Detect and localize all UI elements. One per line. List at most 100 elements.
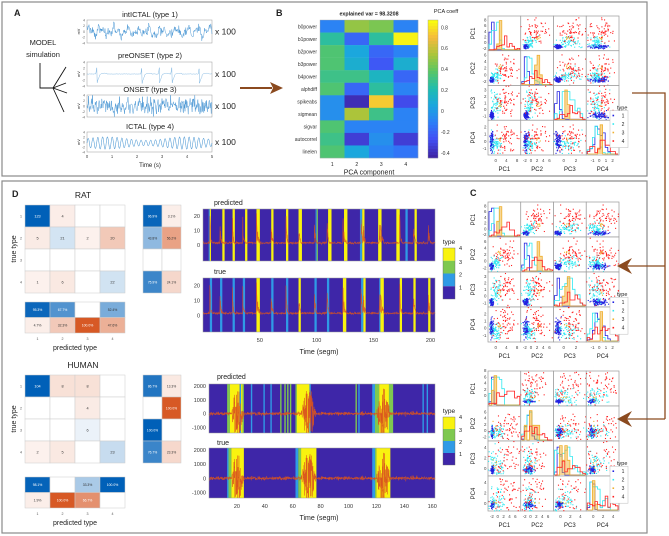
point-type-4 (603, 279, 605, 281)
point-type-2 (496, 101, 498, 103)
point-type-2 (592, 226, 594, 228)
point-type-1 (489, 326, 492, 328)
point-type-2 (601, 233, 603, 235)
point-type-2 (528, 284, 530, 286)
point-type-4 (605, 219, 607, 222)
point-type-2 (496, 267, 498, 269)
point-type-2 (528, 129, 530, 131)
point-type-1 (554, 45, 556, 47)
point-type-4 (614, 264, 617, 266)
point-type-4 (602, 227, 604, 229)
point-type-4 (617, 289, 619, 292)
point-type-1 (593, 232, 595, 234)
point-type-4 (548, 135, 551, 137)
point-type-2 (531, 226, 534, 228)
point-type-1 (523, 231, 525, 233)
point-type-1 (556, 140, 558, 142)
point-type-4 (598, 58, 601, 60)
point-type-1 (492, 147, 494, 149)
point-type-2 (526, 91, 528, 94)
point-type-4 (497, 82, 499, 84)
point-type-4 (587, 34, 589, 36)
point-type-4 (535, 217, 537, 219)
point-type-3 (599, 224, 601, 226)
point-type-3 (537, 224, 539, 226)
point-type-2 (490, 294, 492, 296)
point-type-2 (597, 74, 599, 76)
point-type-2 (596, 107, 598, 110)
trace-ytick: -2 (82, 78, 85, 82)
point-type-2 (589, 224, 592, 227)
point-type-1 (603, 302, 605, 304)
point-type-4 (549, 290, 551, 292)
point-type-2 (528, 143, 530, 145)
point-type-4 (572, 249, 574, 251)
point-type-4 (495, 281, 498, 283)
point-type-2 (590, 37, 592, 39)
point-type-4 (535, 283, 537, 285)
point-type-1 (555, 264, 557, 267)
point-type-2 (596, 45, 598, 47)
point-type-4 (571, 57, 573, 59)
point-type-2 (593, 267, 595, 269)
point-type-4 (607, 29, 609, 31)
point-type-4 (612, 101, 614, 104)
point-type-2 (528, 145, 530, 147)
point-type-4 (502, 288, 504, 290)
point-type-2 (593, 37, 595, 39)
point-type-2 (526, 280, 528, 282)
heatmap-cell (320, 82, 345, 96)
point-type-1 (558, 265, 560, 267)
feature-label: alphdiff (301, 87, 318, 93)
point-type-1 (489, 322, 491, 324)
point-type-4 (593, 286, 595, 288)
point-type-4 (534, 134, 536, 136)
heatmap-cell (369, 107, 394, 121)
point-type-1 (490, 77, 492, 79)
colorbar-step (428, 104, 438, 108)
point-type-4 (541, 289, 543, 291)
point-type-4 (604, 25, 606, 27)
point-type-4 (590, 39, 592, 41)
point-type-3 (538, 38, 540, 40)
point-type-1 (523, 114, 525, 116)
point-type-1 (604, 79, 607, 81)
point-type-3 (599, 253, 601, 255)
point-type-2 (531, 145, 534, 147)
point-type-2 (491, 298, 493, 300)
point-type-1 (557, 265, 559, 267)
point-type-4 (610, 218, 612, 220)
point-type-2 (493, 147, 495, 149)
point-type-4 (513, 133, 515, 135)
point-type-1 (557, 47, 559, 49)
point-type-2 (497, 69, 499, 71)
point-type-4 (511, 75, 513, 77)
point-type-4 (607, 215, 609, 217)
point-type-1 (558, 268, 560, 270)
point-type-4 (610, 32, 612, 34)
point-type-4 (603, 259, 605, 261)
trace-ytick: 2 (83, 24, 85, 28)
point-type-4 (590, 97, 592, 99)
point-type-4 (539, 112, 541, 114)
point-type-2 (562, 43, 564, 45)
point-type-2 (570, 149, 573, 152)
point-type-1 (558, 78, 560, 80)
point-type-4 (527, 95, 529, 97)
point-type-1 (601, 115, 603, 118)
point-type-4 (575, 252, 577, 255)
point-type-2 (555, 39, 558, 41)
point-type-1 (606, 117, 608, 119)
point-type-1 (604, 117, 606, 119)
point-type-4 (603, 28, 605, 30)
point-type-4 (589, 289, 591, 291)
point-type-1 (555, 262, 557, 264)
point-type-4 (607, 229, 609, 231)
point-type-4 (604, 19, 606, 21)
point-type-2 (491, 92, 493, 94)
point-type-4 (510, 264, 513, 267)
point-type-2 (490, 147, 493, 149)
point-type-2 (562, 75, 564, 78)
point-type-4 (584, 140, 587, 142)
point-type-4 (571, 68, 573, 70)
